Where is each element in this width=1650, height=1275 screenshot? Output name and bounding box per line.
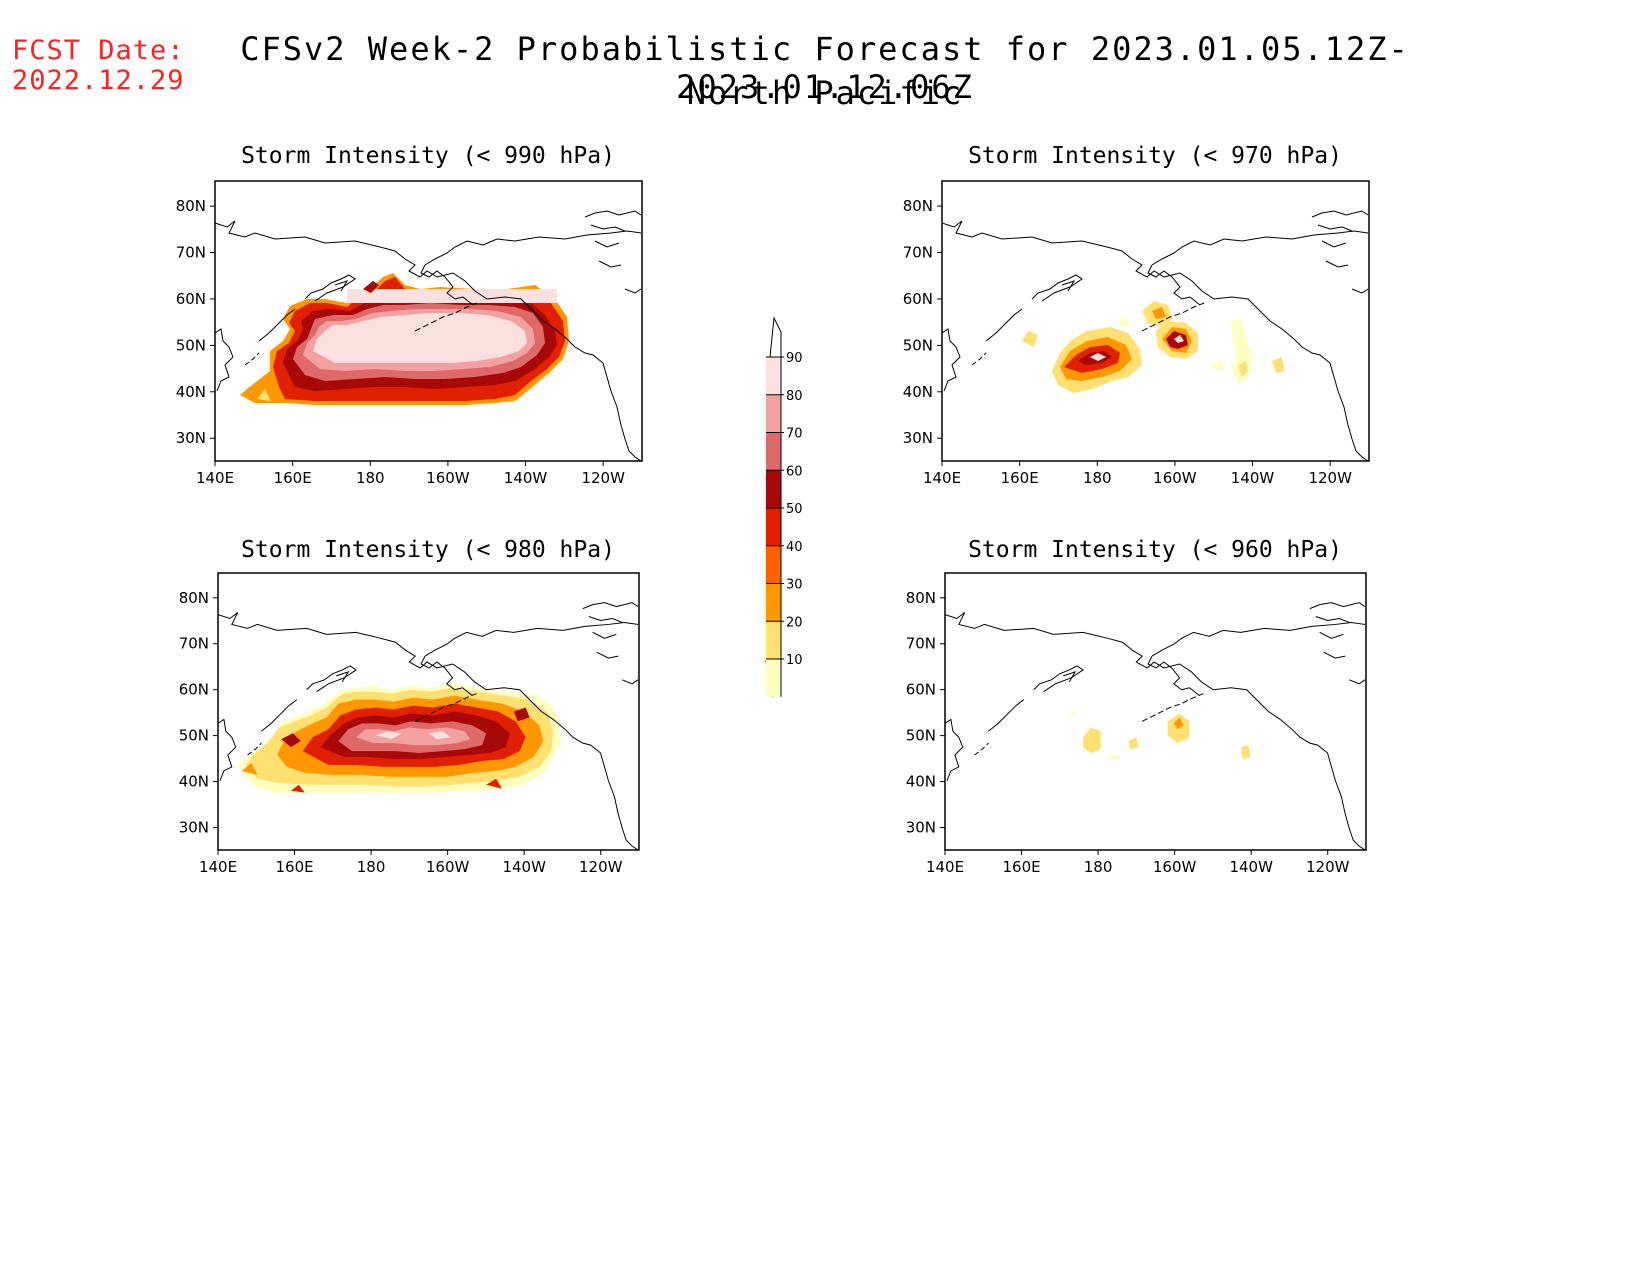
lat-tick-label: 70N — [179, 635, 209, 653]
colorbar-label: 50 — [786, 502, 803, 517]
panel-960-hpa: Storm Intensity (< 960 hPa) 140E 160E 180 1… — [906, 537, 1367, 876]
panel-980-title: Storm Intensity (< 980 hPa) — [241, 537, 615, 563]
panel-970-map — [942, 210, 1369, 461]
forecast-date: FCST Date: 2022.12.29 — [12, 36, 185, 96]
colorbar-swatch — [766, 357, 781, 395]
panel-970-title: Storm Intensity (< 970 hPa) — [968, 143, 1342, 169]
lon-tick-label: 180 — [357, 858, 386, 876]
colorbar-swatch — [766, 508, 781, 546]
colorbar-label: 60 — [786, 464, 803, 479]
lon-tick-label: 160W — [426, 469, 470, 487]
colorbar-label: 30 — [786, 578, 803, 593]
lon-tick-label: 120W — [1306, 858, 1350, 876]
region-subtitle: North Pacific — [686, 74, 964, 112]
colorbar-top-cap — [769, 316, 782, 358]
colorbar-swatch — [766, 621, 781, 659]
lat-tick-label: 80N — [906, 589, 936, 607]
colorbar-label: 90 — [786, 351, 803, 366]
panel-990-hpa: Storm Intensity (< 990 hPa) 140E 160E 180 1… — [176, 143, 643, 487]
colorbar-label: 10 — [786, 653, 803, 668]
lat-tick-label: 40N — [903, 383, 933, 401]
lat-tick-label: 60N — [906, 681, 936, 699]
map-frame — [941, 180, 1370, 462]
colorbar-label: 40 — [786, 540, 803, 555]
colorbar-swatch — [766, 432, 781, 471]
panel-980-map — [218, 602, 639, 850]
colorbar-swatch — [766, 545, 781, 584]
lat-tick-label: 30N — [906, 818, 936, 836]
colorbar-label: 20 — [786, 615, 803, 630]
lat-tick-label: 60N — [179, 681, 209, 699]
panel-970-hpa: Storm Intensity (< 970 hPa) 140E 160E 180 1… — [903, 143, 1370, 487]
map-frame — [944, 572, 1367, 851]
panel-980-hpa: Storm Intensity (< 980 hPa) 140E 160E 180 1… — [179, 537, 640, 876]
colorbar-swatch — [766, 659, 781, 697]
lon-tick-label: 120W — [579, 858, 623, 876]
colorbar-swatch — [766, 394, 781, 433]
lon-tick-label: 140W — [504, 469, 548, 487]
panel-990-title: Storm Intensity (< 990 hPa) — [241, 143, 615, 169]
lat-tick-label: 80N — [903, 197, 933, 215]
colorbar-swatch — [766, 583, 781, 622]
colorbar-label: 80 — [786, 389, 803, 404]
lat-tick-label: 80N — [176, 197, 206, 215]
lat-tick-label: 50N — [903, 336, 933, 354]
lon-tick-label: 180 — [1084, 858, 1113, 876]
lon-tick-label: 160E — [1002, 858, 1040, 876]
lat-tick-label: 40N — [176, 383, 206, 401]
lat-tick-label: 30N — [179, 818, 209, 836]
lon-tick-label: 120W — [581, 469, 625, 487]
lon-tick-label: 140E — [926, 858, 964, 876]
panel-960-title: Storm Intensity (< 960 hPa) — [968, 537, 1342, 563]
lat-tick-label: 70N — [903, 244, 933, 262]
lat-tick-label: 70N — [906, 635, 936, 653]
lon-tick-label: 160E — [275, 858, 313, 876]
lon-tick-label: 180 — [1083, 469, 1112, 487]
lon-tick-label: 160W — [426, 858, 470, 876]
lat-tick-label: 40N — [179, 773, 209, 791]
lon-tick-label: 160E — [1001, 469, 1039, 487]
lat-tick-label: 40N — [906, 773, 936, 791]
lon-tick-label: 140W — [1231, 469, 1275, 487]
lon-tick-label: 120W — [1308, 469, 1352, 487]
forecast-date-label: FCST Date: — [12, 35, 185, 66]
lat-tick-label: 70N — [176, 244, 206, 262]
colorbar-swatch — [766, 470, 781, 508]
lat-tick-label: 60N — [176, 290, 206, 308]
lon-tick-label: 140W — [1229, 858, 1273, 876]
lat-tick-label: 30N — [903, 429, 933, 447]
colorbar-label: 70 — [786, 427, 803, 442]
lon-tick-label: 140W — [502, 858, 546, 876]
lat-tick-label: 30N — [176, 429, 206, 447]
lon-tick-label: 140E — [199, 858, 237, 876]
lat-tick-label: 50N — [906, 727, 936, 745]
lon-tick-label: 160W — [1153, 858, 1197, 876]
lat-tick-label: 80N — [179, 589, 209, 607]
lat-tick-label: 50N — [179, 727, 209, 745]
lon-tick-label: 140E — [196, 469, 234, 487]
lon-tick-label: 180 — [356, 469, 385, 487]
lon-tick-label: 160W — [1153, 469, 1197, 487]
panel-990-map — [215, 210, 642, 461]
map-frame — [214, 180, 643, 462]
lat-tick-label: 50N — [176, 336, 206, 354]
lat-tick-label: 60N — [903, 290, 933, 308]
map-frame — [217, 572, 640, 851]
probability-colorbar: 90 80 70 60 50 40 30 20 10 — [765, 316, 803, 698]
lon-tick-label: 160E — [274, 469, 312, 487]
forecast-date-value: 2022.12.29 — [12, 65, 185, 96]
lon-tick-label: 140E — [923, 469, 961, 487]
main-title: CFSv2 Week-2 Probabilistic Forecast for … — [240, 30, 1410, 106]
panel-960-map — [945, 602, 1366, 850]
